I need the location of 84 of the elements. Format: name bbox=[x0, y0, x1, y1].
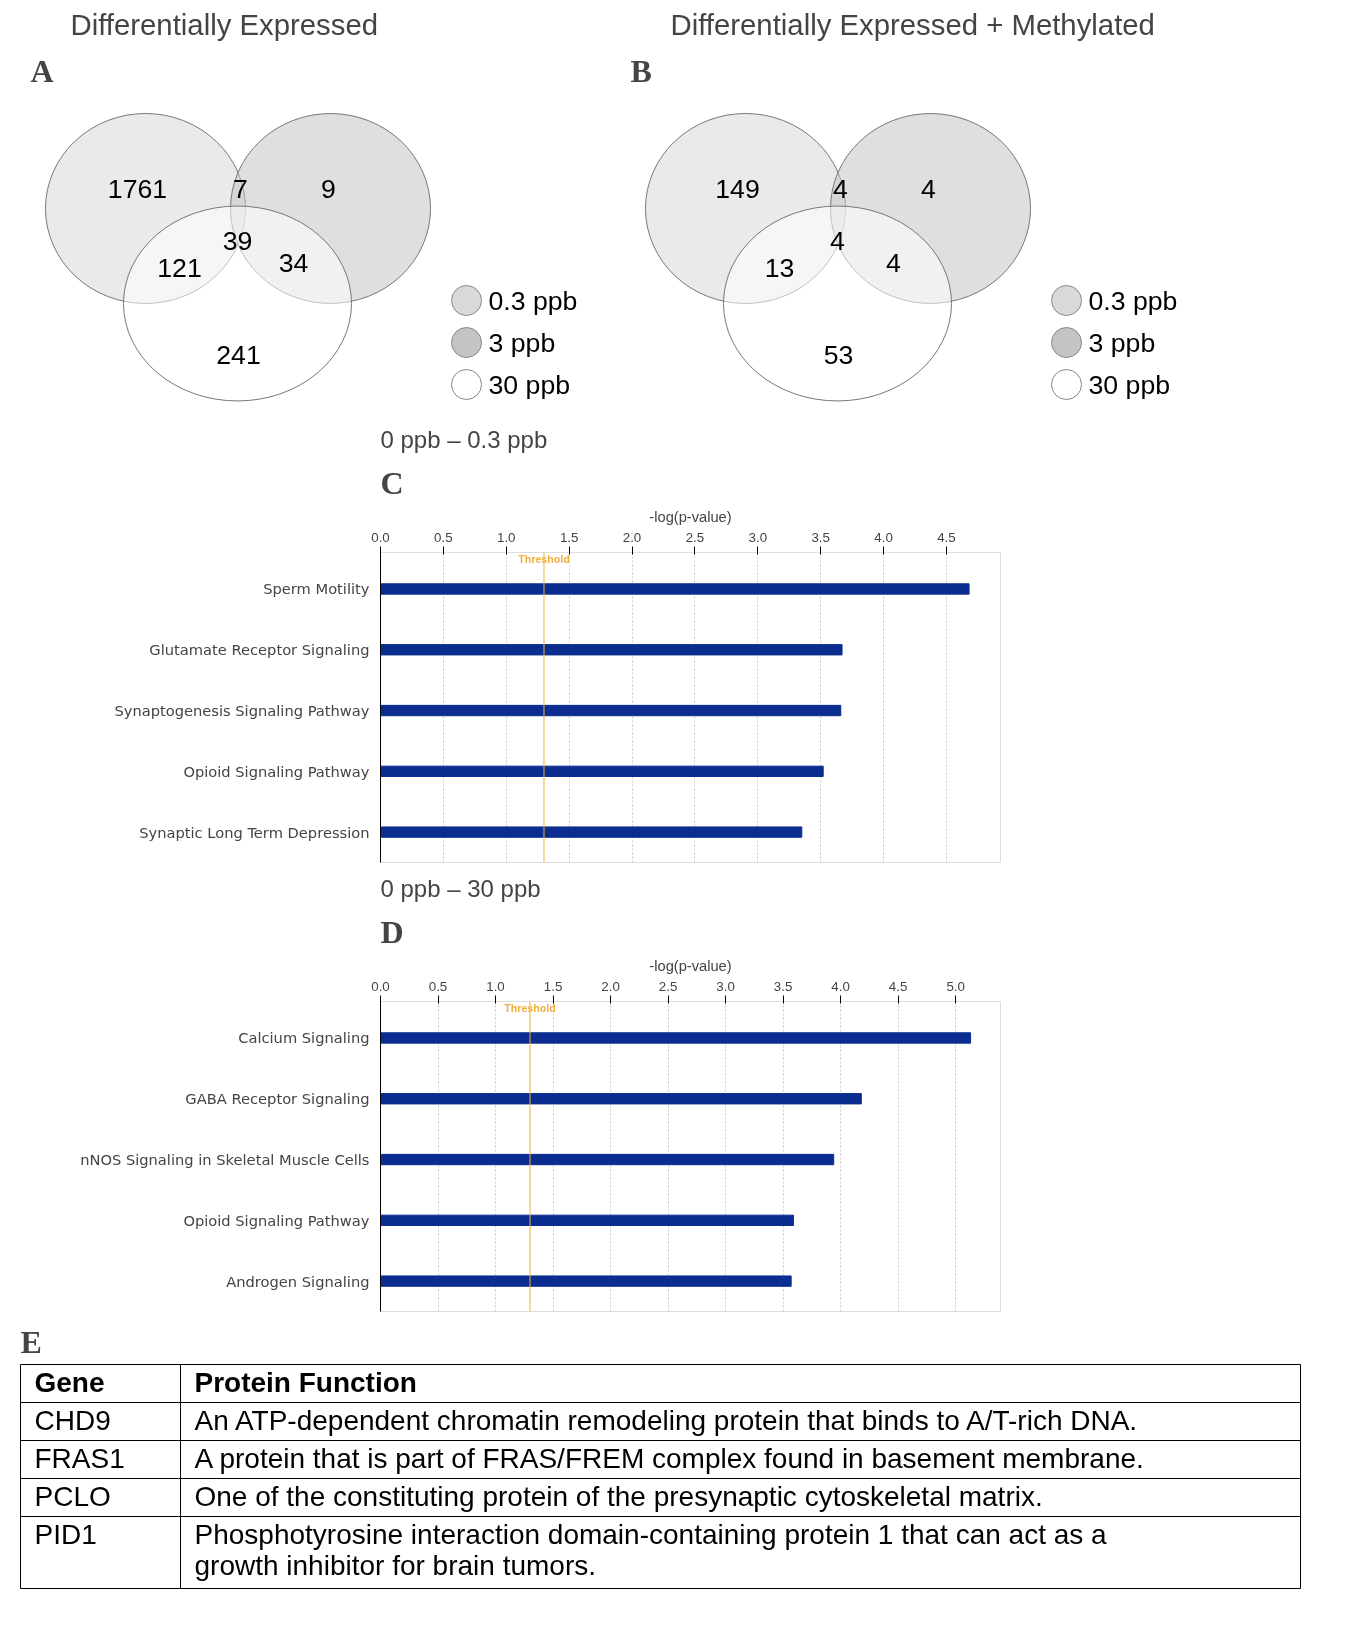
text: 149 bbox=[715, 173, 760, 204]
legend-label: 30 ppb bbox=[1088, 369, 1171, 400]
x-tick-label: 2.0 bbox=[601, 978, 620, 994]
text: 39 bbox=[222, 225, 253, 256]
text: 34 bbox=[278, 247, 309, 278]
text: PCLO bbox=[34, 1480, 111, 1512]
y-tick-label: Sperm Motility bbox=[263, 580, 370, 598]
bar bbox=[380, 583, 970, 595]
y-tick-label: Synaptogenesis Signaling Pathway bbox=[114, 702, 370, 720]
x-tick-label: 4.0 bbox=[874, 529, 893, 545]
y-tick-label: Opioid Signaling Pathway bbox=[183, 1211, 370, 1229]
text: 9 bbox=[321, 173, 336, 204]
text: Differentially Expressed + Methylated bbox=[670, 7, 1155, 41]
x-tick-label: 2.0 bbox=[622, 529, 642, 545]
x-tick-label: 0.5 bbox=[434, 529, 453, 545]
text: 13 bbox=[764, 252, 795, 283]
text: An ATP-dependent chromatin remodeling protein that binds to A/T-rich DNA. bbox=[194, 1404, 1138, 1436]
x-tick-label: 4.5 bbox=[888, 978, 908, 994]
text: E bbox=[20, 1323, 42, 1360]
x-tick-label: 4.0 bbox=[831, 978, 850, 994]
text: Phosphotyrosine interaction domain-containing protein 1 that can act as a growth inhibitor for brain tumors. bbox=[194, 1518, 1107, 1581]
x-tick-label: 3.0 bbox=[716, 978, 735, 994]
legend-label: 3 ppb bbox=[1088, 327, 1156, 358]
x-axis-title: -log(p-value) bbox=[649, 957, 732, 974]
text: D bbox=[380, 913, 404, 950]
x-tick-label: 3.0 bbox=[748, 529, 768, 545]
text: 4 bbox=[833, 173, 849, 204]
y-tick-label: nNOS Signaling in Skeletal Muscle Cells bbox=[80, 1151, 370, 1169]
text: 53 bbox=[823, 339, 854, 370]
x-tick-label: 5.0 bbox=[946, 978, 965, 994]
legend-label: 0.3 ppb bbox=[1088, 285, 1178, 316]
text: B bbox=[630, 52, 652, 89]
x-tick-label: 0.5 bbox=[428, 978, 448, 994]
text: C bbox=[380, 464, 404, 501]
bar bbox=[380, 1153, 835, 1166]
x-tick-label: 2.5 bbox=[685, 529, 705, 545]
chart-title: 0 ppb – 0.3 ppb bbox=[380, 425, 548, 453]
text: PID1 bbox=[34, 1518, 97, 1550]
ref-line-label: Threshold bbox=[504, 1001, 556, 1014]
bar bbox=[380, 1093, 862, 1105]
y-tick-label: GABA Receptor Signaling bbox=[185, 1090, 370, 1108]
bar bbox=[380, 1032, 972, 1044]
text: Gene bbox=[34, 1366, 105, 1398]
text: 4 bbox=[886, 247, 902, 278]
x-tick-label: 3.5 bbox=[773, 978, 793, 994]
text: CHD9 bbox=[34, 1404, 111, 1436]
y-tick-label: Synaptic Long Term Depression bbox=[139, 823, 370, 841]
x-tick-label: 4.5 bbox=[937, 529, 956, 545]
bar bbox=[380, 644, 843, 656]
legend-label: 3 ppb bbox=[488, 327, 556, 358]
text: Protein Function bbox=[194, 1366, 417, 1398]
bar bbox=[380, 1214, 794, 1226]
y-tick-label: Glutamate Receptor Signaling bbox=[149, 641, 370, 659]
text: 121 bbox=[157, 252, 202, 283]
x-tick-label: 0.0 bbox=[371, 978, 390, 994]
y-tick-label: Opioid Signaling Pathway bbox=[183, 762, 370, 780]
text: 1761 bbox=[107, 173, 168, 204]
x-tick-label: 1.0 bbox=[486, 978, 505, 994]
x-tick-label: 1.0 bbox=[497, 529, 516, 545]
text: 7 bbox=[233, 173, 248, 204]
text: Differentially Expressed bbox=[70, 7, 379, 41]
text: FRAS1 bbox=[34, 1442, 125, 1474]
text: 4 bbox=[830, 225, 846, 256]
legend-label: 30 ppb bbox=[488, 369, 571, 400]
text: A protein that is part of FRAS/FREM complex found in basement membrane. bbox=[194, 1442, 1144, 1474]
x-tick-label: 3.5 bbox=[811, 529, 830, 545]
bar bbox=[380, 1275, 792, 1287]
text: 4 bbox=[921, 173, 937, 204]
x-axis-title: -log(p-value) bbox=[649, 508, 732, 525]
text: One of the constituting protein of the presynaptic cytoskeletal matrix. bbox=[194, 1480, 1043, 1512]
bar bbox=[380, 826, 803, 838]
bar bbox=[380, 704, 842, 717]
x-tick-label: 2.5 bbox=[658, 978, 678, 994]
y-tick-label: Calcium Signaling bbox=[238, 1029, 370, 1047]
x-tick-label: 1.5 bbox=[559, 529, 579, 545]
text: 241 bbox=[216, 339, 261, 370]
bar bbox=[380, 765, 824, 777]
x-tick-label: 1.5 bbox=[543, 978, 563, 994]
text: A bbox=[30, 52, 54, 89]
ref-line-label: Threshold bbox=[518, 552, 570, 565]
legend-label: 0.3 ppb bbox=[488, 285, 578, 316]
x-tick-label: 0.0 bbox=[371, 529, 390, 545]
y-tick-label: Androgen Signaling bbox=[226, 1272, 370, 1290]
chart-title: 0 ppb – 30 ppb bbox=[380, 874, 541, 902]
